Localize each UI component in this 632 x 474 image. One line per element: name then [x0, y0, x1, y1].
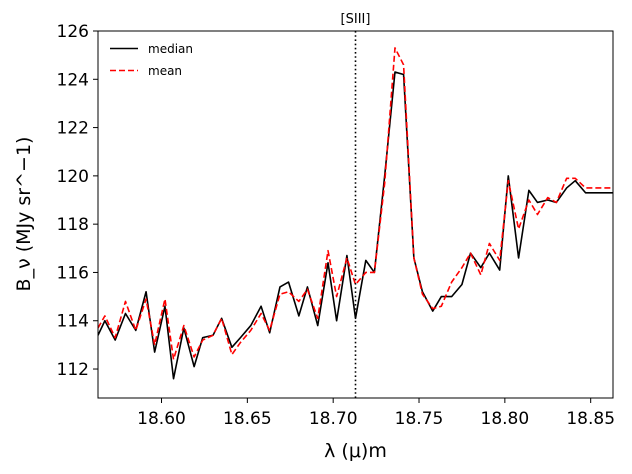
x-tick-label: 18.80 — [481, 409, 530, 429]
x-axis-label: λ (μ)m — [324, 440, 387, 462]
legend-median-label: median — [148, 42, 193, 56]
plot-frame — [97, 30, 614, 399]
y-axis: 112 114 116 118 120 122 124 126 — [57, 22, 98, 380]
siii-marker-label: [SIII] — [341, 12, 371, 27]
y-tick-label: 122 — [57, 119, 89, 139]
series-line-mean — [98, 47, 613, 361]
x-axis: 18.60 18.65 18.70 18.75 18.80 18.85 — [137, 398, 615, 429]
y-axis-label: B_ν (MJy sr^−1) — [13, 137, 35, 292]
x-tick-label: 18.75 — [395, 409, 444, 429]
plot-background — [98, 31, 613, 398]
y-tick-label: 126 — [57, 22, 89, 42]
y-tick-label: 120 — [57, 167, 89, 187]
y-tick-label: 118 — [57, 215, 89, 235]
series-layer — [98, 47, 613, 380]
y-tick-label: 116 — [57, 263, 89, 283]
annotation-layer: [SIII] — [341, 12, 371, 398]
x-tick-label: 18.70 — [309, 409, 358, 429]
x-tick-label: 18.85 — [566, 409, 615, 429]
legend-box — [104, 37, 204, 83]
x-tick-label: 18.65 — [223, 409, 272, 429]
legend: median mean — [104, 37, 204, 83]
y-tick-label: 124 — [57, 70, 89, 90]
x-tick-label: 18.60 — [137, 409, 186, 429]
y-tick-label: 112 — [57, 360, 89, 380]
y-tick-label: 114 — [57, 312, 89, 332]
legend-mean-label: mean — [148, 64, 182, 78]
